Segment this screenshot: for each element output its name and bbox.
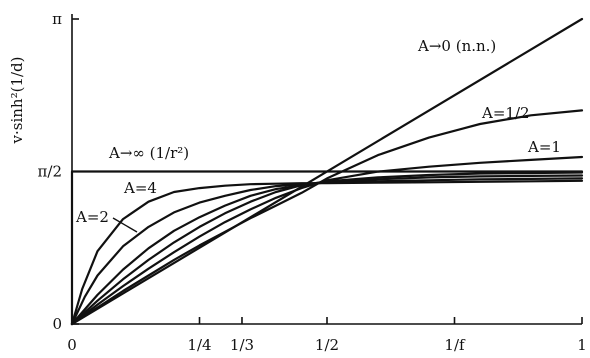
annotation-a-to-infinity: A→∞ (1/r²) — [108, 144, 189, 162]
x-tick-label: 1/4 — [187, 336, 211, 354]
y-tick-label: π — [52, 10, 62, 28]
x-tick-label: 0 — [67, 336, 77, 354]
x-tick-label: 1/3 — [230, 336, 254, 354]
x-tick-label: 1 — [577, 336, 587, 354]
series-line-a-0-n-n — [70, 17, 584, 326]
annotation-a-half: A=1/2 — [481, 104, 530, 122]
annotation-a-to-zero: A→0 (n.n.) — [417, 37, 496, 55]
ticks: 0 1/4 1/3 1/2 1/f 1 0 π/2 π — [38, 10, 587, 354]
series-line-a-4 — [70, 179, 584, 326]
y-axis-label: v·sinh²(1/d) — [8, 57, 26, 145]
x-tick-label: 1/2 — [315, 336, 339, 354]
y-tick-label: π/2 — [38, 162, 62, 180]
series-line-a-1-2 — [70, 109, 584, 326]
series-line-unlabeled-3 — [70, 174, 584, 326]
y-tick-label: 0 — [52, 315, 62, 333]
curves — [70, 17, 584, 326]
annotation-a-two: A=2 — [75, 208, 109, 226]
labels: v·sinh²(1/d) A→0 (n.n.) A=1/2 A=1 A→∞ (1… — [8, 37, 561, 233]
annotation-a-one: A=1 — [527, 138, 561, 156]
annotation-a-four: A=4 — [123, 179, 157, 197]
series-line-a-2 — [70, 177, 584, 326]
series-line-unlabeled-4 — [70, 171, 584, 326]
annotation-a-two-pointer — [112, 217, 138, 233]
x-tick-label: 1/f — [444, 336, 466, 354]
series-line-a-1-r — [70, 170, 584, 326]
series-line-a-1 — [70, 155, 584, 326]
